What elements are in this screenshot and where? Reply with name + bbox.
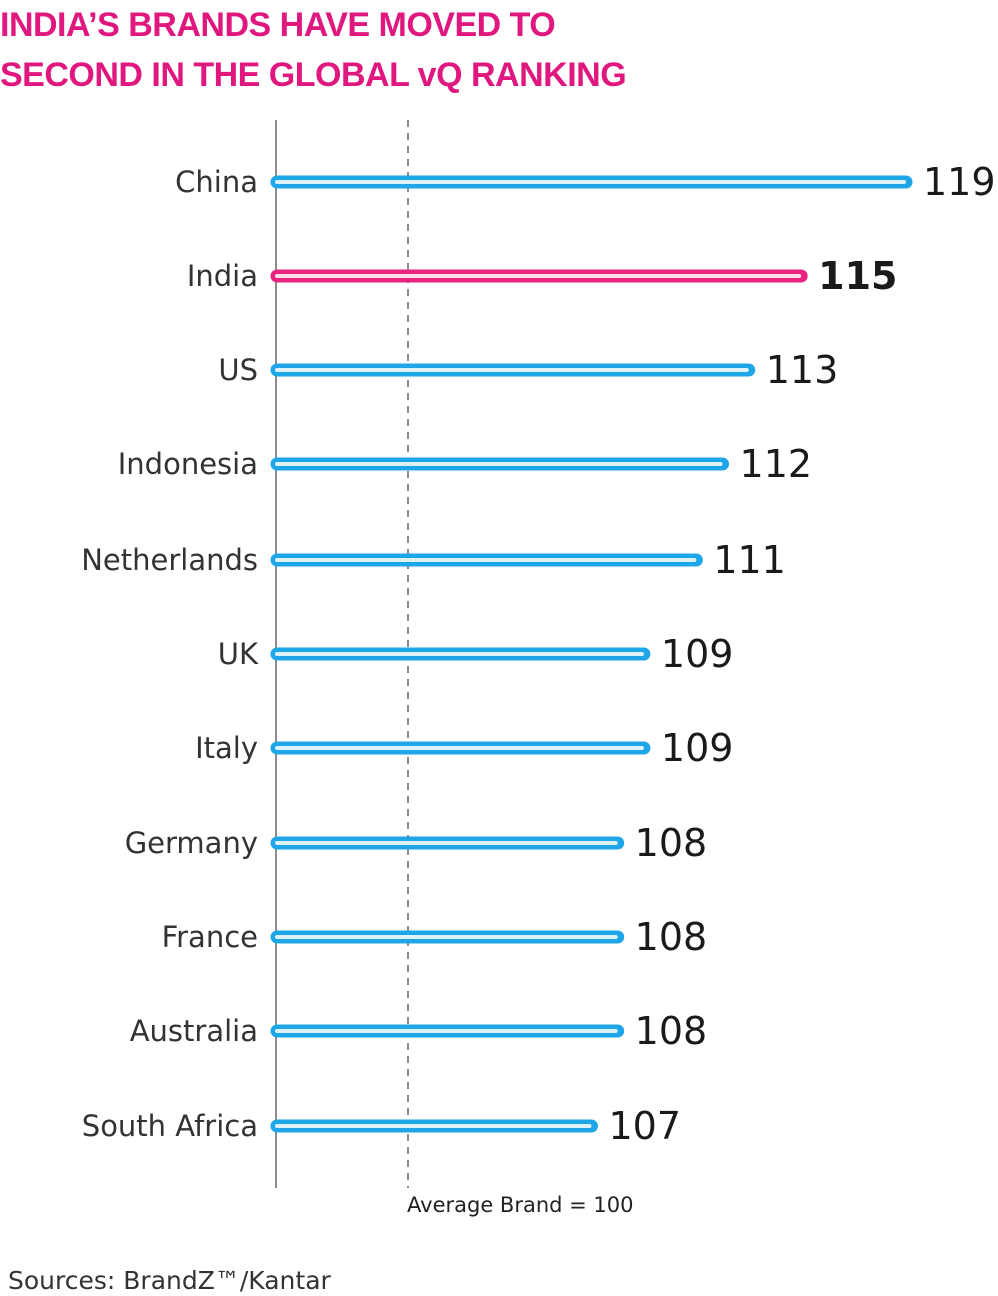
average-reference-label: Average Brand = 100	[407, 1193, 634, 1217]
value-label-south-africa: 107	[608, 1104, 681, 1148]
category-label-south-africa: South Africa	[82, 1109, 258, 1143]
category-label-indonesia: Indonesia	[118, 447, 258, 481]
category-label-india: India	[187, 259, 258, 293]
chart-title-line-2: SECOND IN THE GLOBAL vQ RANKING	[0, 56, 627, 94]
value-label-indonesia: 112	[740, 442, 813, 486]
category-label-france: France	[162, 920, 258, 954]
chart-title: INDIA’S BRANDS HAVE MOVED TO SECOND IN T…	[0, 0, 998, 100]
value-label-china: 119	[923, 160, 996, 204]
category-label-netherlands: Netherlands	[81, 543, 258, 577]
chart-title-line-1: INDIA’S BRANDS HAVE MOVED TO	[0, 6, 556, 44]
category-label-china: China	[175, 165, 258, 199]
category-label-us: US	[218, 353, 258, 387]
value-label-netherlands: 111	[713, 538, 786, 582]
bars-group: China 119 India 115 US 113 Indonesia 112 Netherl…	[81, 160, 995, 1148]
category-label-italy: Italy	[195, 731, 258, 765]
category-label-australia: Australia	[130, 1014, 258, 1048]
value-label-us: 113	[766, 348, 839, 392]
source-note: Sources: BrandZ™/Kantar	[8, 1266, 331, 1295]
value-label-france: 108	[635, 915, 708, 959]
value-label-australia: 108	[635, 1009, 708, 1053]
value-label-germany: 108	[635, 821, 708, 865]
value-label-italy: 109	[661, 726, 734, 770]
value-label-india: 115	[818, 254, 897, 298]
category-label-uk: UK	[218, 637, 259, 671]
category-label-germany: Germany	[125, 826, 258, 860]
value-label-uk: 109	[661, 632, 734, 676]
